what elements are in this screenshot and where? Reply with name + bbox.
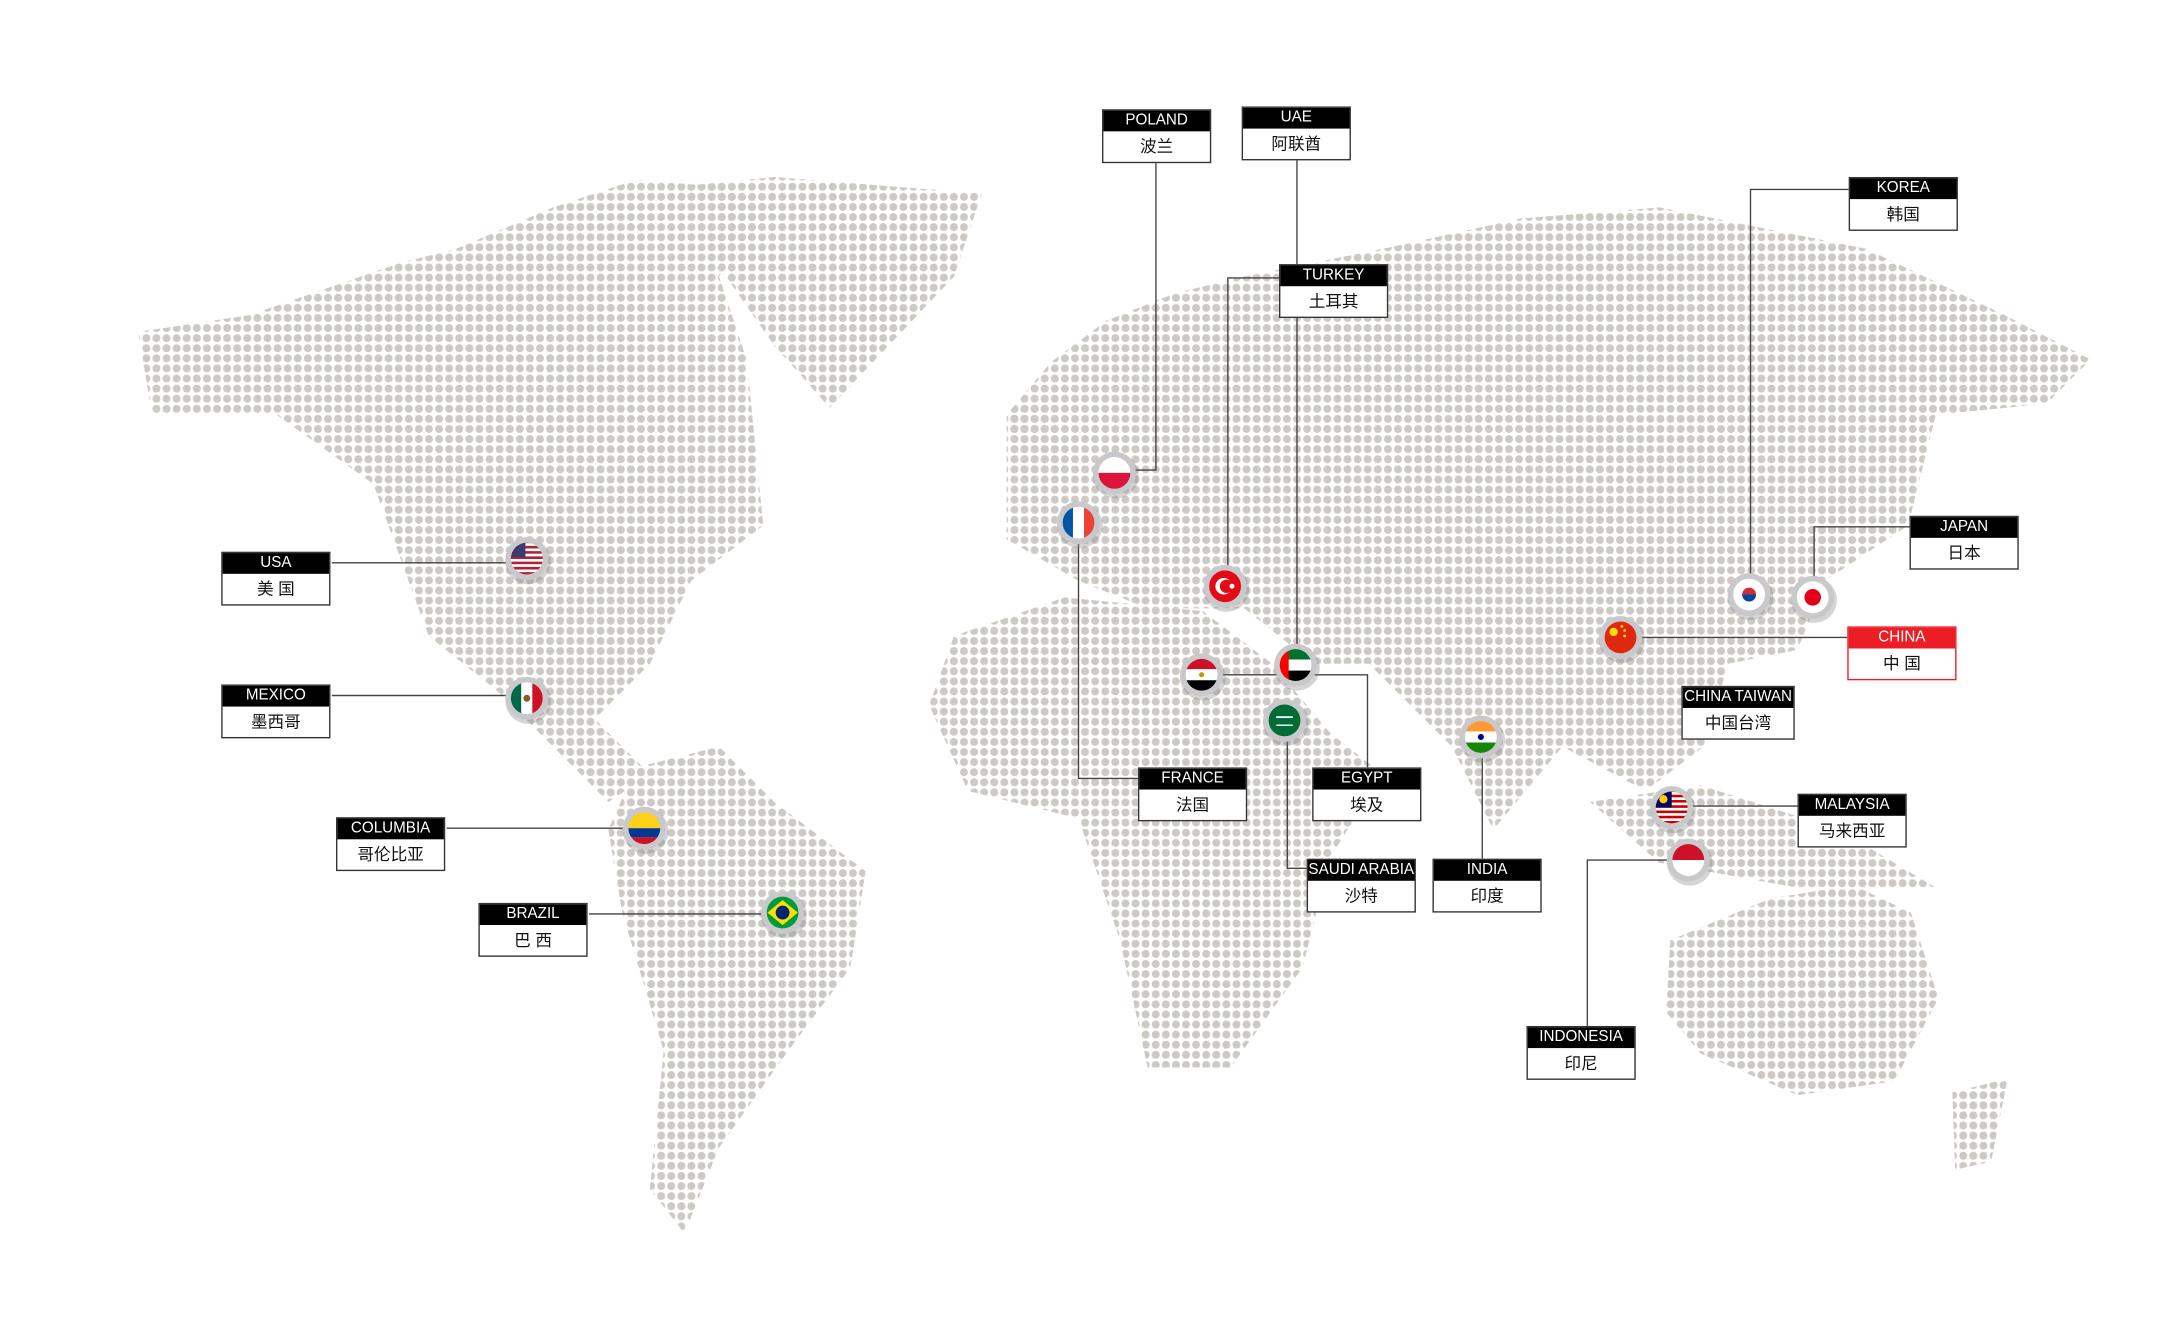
korea-leader-line	[1749, 188, 1849, 574]
label-chinese: 中 国	[1882, 654, 1921, 674]
north-america-landmass	[138, 179, 775, 802]
south-america-landmass	[608, 746, 866, 1234]
label-chinese: 印尼	[1564, 1053, 1598, 1073]
label-saudi: SAUDI ARABIA 沙特	[1306, 858, 1416, 913]
label-english: BRAZIL	[479, 904, 587, 926]
label-english: MEXICO	[222, 685, 330, 707]
label-columbia: COLUMBIA 哥伦比亚	[335, 817, 446, 872]
label-chinese: 日本	[1947, 543, 1981, 563]
india-flag-icon[interactable]	[1459, 715, 1506, 763]
colombia-flag-icon[interactable]	[622, 806, 669, 854]
label-chinese: 韩国	[1886, 204, 1920, 224]
label-france: FRANCE 法国	[1137, 767, 1248, 822]
mexico-flag-icon[interactable]	[505, 676, 552, 724]
label-korea: KOREA 韩国	[1848, 176, 1958, 231]
label-english: EGYPT	[1313, 768, 1421, 790]
label-chinese: 埃及	[1350, 795, 1384, 815]
japan-islands-landmass	[1808, 453, 1859, 570]
saudi-leader-line	[1286, 741, 1307, 870]
label-usa: USA 美 国	[221, 551, 331, 606]
japan-flag-icon[interactable]	[1791, 575, 1837, 623]
label-english: INDONESIA	[1527, 1027, 1635, 1049]
label-chinese: 中国台湾	[1704, 713, 1772, 733]
turkey-flag-icon[interactable]	[1203, 564, 1250, 612]
australia-landmass	[1666, 884, 1939, 1096]
label-chinese: 巴 西	[514, 930, 552, 950]
new-zealand-landmass	[1952, 1078, 2008, 1170]
indonesia-leader-line	[1586, 859, 1668, 1026]
label-chinese: 马来西亚	[1818, 821, 1886, 841]
label-chinese: 阿联酋	[1271, 134, 1322, 154]
label-china: CHINA 中 国	[1847, 626, 1957, 681]
label-japan: JAPAN 日本	[1909, 515, 2019, 570]
label-chinese: 印度	[1470, 886, 1504, 906]
label-indonesia: INDONESIA 印尼	[1526, 1025, 1636, 1080]
label-english: SAUDI ARABIA	[1308, 860, 1415, 881]
indonesia-flag-icon[interactable]	[1666, 838, 1713, 886]
label-english: COLUMBIA	[337, 818, 444, 840]
japan-leader-line	[1813, 526, 1910, 577]
turkey-leader-line	[1227, 277, 1279, 566]
korea-flag-icon[interactable]	[1727, 573, 1774, 621]
label-taiwan: CHINA TAIWAN 中国台湾	[1681, 685, 1795, 740]
uae-flag-icon[interactable]	[1274, 643, 1320, 691]
label-english: USA	[222, 553, 330, 574]
label-malaysia: MALAYSIA 马来西亚	[1797, 793, 1907, 848]
label-english: CHINA TAIWAN	[1682, 687, 1794, 708]
label-india: INDIA 印度	[1432, 858, 1542, 913]
egypt-leader-line	[1222, 674, 1369, 768]
label-turkey: TURKEY 土耳其	[1278, 264, 1389, 319]
label-english: POLAND	[1103, 110, 1210, 132]
brazil-flag-icon[interactable]	[761, 891, 807, 939]
label-english: FRANCE	[1139, 768, 1246, 790]
label-chinese: 沙特	[1344, 886, 1378, 906]
label-chinese: 波兰	[1140, 136, 1174, 157]
malaysia-flag-icon[interactable]	[1650, 786, 1696, 834]
label-mexico: MEXICO 墨西哥	[221, 684, 331, 739]
label-english: UAE	[1243, 107, 1350, 129]
saudi-flag-icon[interactable]	[1263, 698, 1309, 746]
british-isles-landmass	[1006, 398, 1065, 487]
label-chinese: 美 国	[256, 579, 295, 599]
label-chinese: 法国	[1175, 795, 1210, 815]
france-leader-line	[1077, 543, 1138, 780]
label-english: CHINA	[1848, 627, 1956, 649]
label-chinese: 哥伦比亚	[357, 844, 424, 865]
label-brazil: BRAZIL 巴 西	[478, 902, 588, 957]
poland-flag-icon[interactable]	[1093, 451, 1139, 499]
label-egypt: EGYPT 埃及	[1312, 767, 1422, 822]
label-english: TURKEY	[1280, 265, 1387, 287]
label-chinese: 墨西哥	[250, 712, 301, 732]
label-poland: POLAND 波兰	[1102, 109, 1212, 164]
label-english: INDIA	[1433, 860, 1541, 881]
eurasia-landmass	[1006, 207, 2091, 830]
china-flag-icon[interactable]	[1599, 615, 1645, 664]
egypt-flag-icon[interactable]	[1180, 653, 1226, 701]
label-english: KOREA	[1850, 178, 1957, 200]
label-english: MALAYSIA	[1798, 795, 1906, 816]
label-uae: UAE 阿联酋	[1241, 106, 1351, 161]
usa-flag-icon[interactable]	[505, 537, 552, 585]
poland-leader-line	[1135, 161, 1157, 471]
label-chinese: 土耳其	[1308, 291, 1359, 312]
greenland-landmass	[677, 176, 982, 408]
france-flag-icon[interactable]	[1057, 501, 1103, 549]
label-english: JAPAN	[1910, 517, 2018, 538]
